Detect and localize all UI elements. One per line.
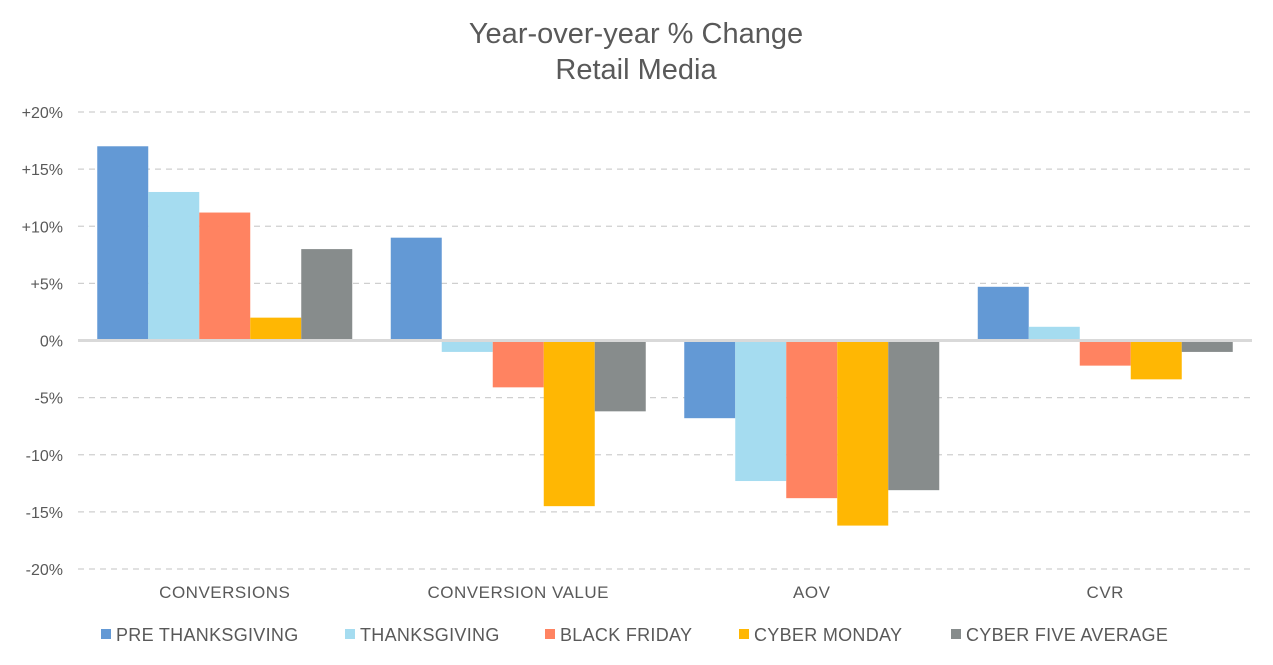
y-tick-label: -5%	[35, 391, 63, 408]
legend-swatch	[951, 629, 961, 639]
bar	[594, 340, 646, 412]
y-tick-label: +10%	[22, 219, 63, 236]
category-labels: CONVERSIONS CONVERSION VALUE AOV CVR	[159, 583, 1124, 602]
category-label: CVR	[1087, 583, 1124, 602]
bar	[684, 340, 736, 419]
y-tick-label: +20%	[22, 105, 63, 122]
bar	[250, 317, 302, 341]
bar	[390, 237, 442, 341]
bar	[543, 340, 595, 507]
bar	[199, 212, 251, 341]
category-label: CONVERSION VALUE	[427, 583, 609, 602]
legend-swatch	[545, 629, 555, 639]
bar	[735, 340, 787, 482]
y-tick-label: +15%	[22, 162, 63, 179]
legend-label: THANKSGIVING	[360, 625, 500, 645]
legend-swatch	[101, 629, 111, 639]
bar	[837, 340, 889, 526]
legend-swatch	[345, 629, 355, 639]
y-tick-label: -20%	[26, 562, 63, 579]
bar	[301, 249, 353, 341]
legend-label: CYBER FIVE AVERAGE	[966, 625, 1168, 645]
category-label: CONVERSIONS	[159, 583, 290, 602]
legend-label: CYBER MONDAY	[754, 625, 902, 645]
bar	[492, 340, 544, 388]
bar	[977, 286, 1029, 341]
bar	[786, 340, 838, 499]
bar	[1130, 340, 1182, 380]
chart-title: Year-over-year % Change	[469, 18, 803, 50]
bar	[1079, 340, 1131, 366]
bar	[148, 191, 200, 341]
category-label: AOV	[793, 583, 831, 602]
bar	[1028, 326, 1080, 341]
y-axis: +20% +15% +10% +5% 0% -5% -10% -15% -20%	[22, 105, 63, 579]
gridlines	[78, 111, 1252, 570]
legend-label: BLACK FRIDAY	[560, 625, 692, 645]
legend-label: PRE THANKSGIVING	[116, 625, 299, 645]
y-tick-label: -10%	[26, 448, 63, 465]
y-tick-label: -15%	[26, 505, 63, 522]
y-tick-label: +5%	[31, 276, 63, 293]
bar	[1181, 340, 1233, 352]
bar	[441, 340, 493, 352]
chart-subtitle: Retail Media	[555, 54, 717, 86]
y-tick-label: 0%	[40, 334, 63, 351]
legend: PRE THANKSGIVING THANKSGIVING BLACK FRIDAY…	[101, 625, 1168, 645]
bar	[97, 146, 149, 341]
legend-swatch	[739, 629, 749, 639]
bar	[888, 340, 940, 491]
bars	[97, 146, 1233, 526]
